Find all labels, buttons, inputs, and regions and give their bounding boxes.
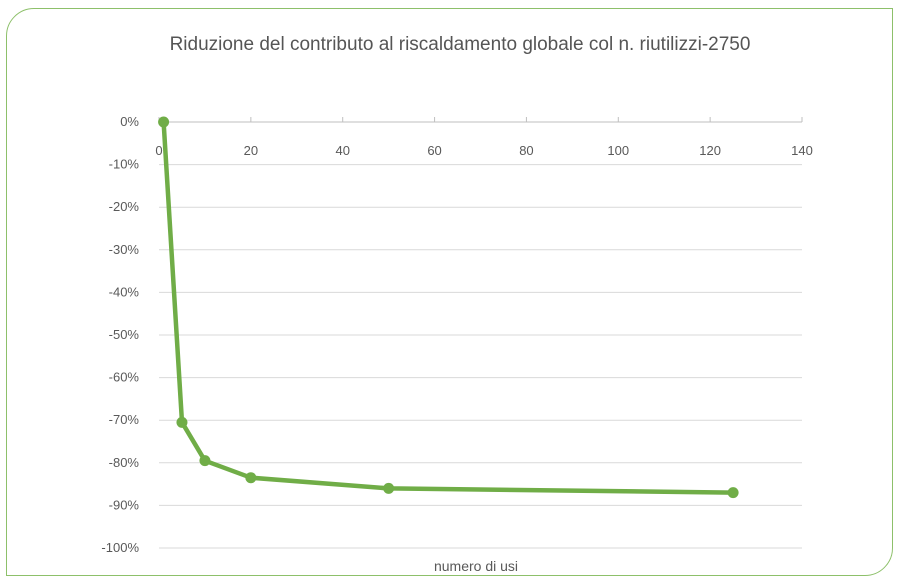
y-axis-tick-labels: 0% -10% -20% -30% -40% -50% -60% -70% -80% -90% -1… bbox=[101, 114, 139, 555]
chart-frame bbox=[6, 8, 893, 576]
x-tick-label: 140 bbox=[791, 143, 813, 158]
x-axis-label: numero di usi bbox=[434, 558, 518, 574]
series-line bbox=[161, 119, 736, 495]
gridlines bbox=[159, 164, 802, 549]
y-tick-label: 0% bbox=[120, 114, 139, 129]
y-tick-label: -70% bbox=[109, 412, 140, 427]
x-tick-label: 40 bbox=[335, 143, 349, 158]
x-axis: 0 20 40 60 80 100 120 140 bbox=[155, 117, 813, 158]
data-point bbox=[158, 116, 170, 128]
y-tick-label: -40% bbox=[109, 284, 140, 299]
data-point bbox=[245, 472, 257, 484]
y-tick-label: -50% bbox=[109, 327, 140, 342]
x-tick-label: 80 bbox=[519, 143, 533, 158]
x-tick-label: 0 bbox=[155, 143, 162, 158]
y-tick-label: -60% bbox=[109, 370, 140, 385]
chart-title: Riduzione del contributo al riscaldament… bbox=[169, 34, 751, 55]
x-tick-label: 120 bbox=[699, 143, 721, 158]
y-tick-label: -10% bbox=[109, 157, 140, 172]
data-point bbox=[199, 455, 211, 467]
data-point bbox=[727, 487, 739, 499]
x-tick-label: 100 bbox=[607, 143, 629, 158]
y-tick-label: -80% bbox=[109, 455, 140, 470]
y-tick-label: -30% bbox=[109, 242, 140, 257]
series-layer bbox=[158, 116, 739, 499]
y-tick-label: -20% bbox=[109, 199, 140, 214]
x-tick-label: 20 bbox=[244, 143, 258, 158]
y-tick-label: -100% bbox=[101, 540, 139, 555]
data-point bbox=[176, 416, 188, 428]
data-point bbox=[383, 482, 395, 494]
y-tick-label: -90% bbox=[109, 497, 140, 512]
x-tick-label: 60 bbox=[427, 143, 441, 158]
